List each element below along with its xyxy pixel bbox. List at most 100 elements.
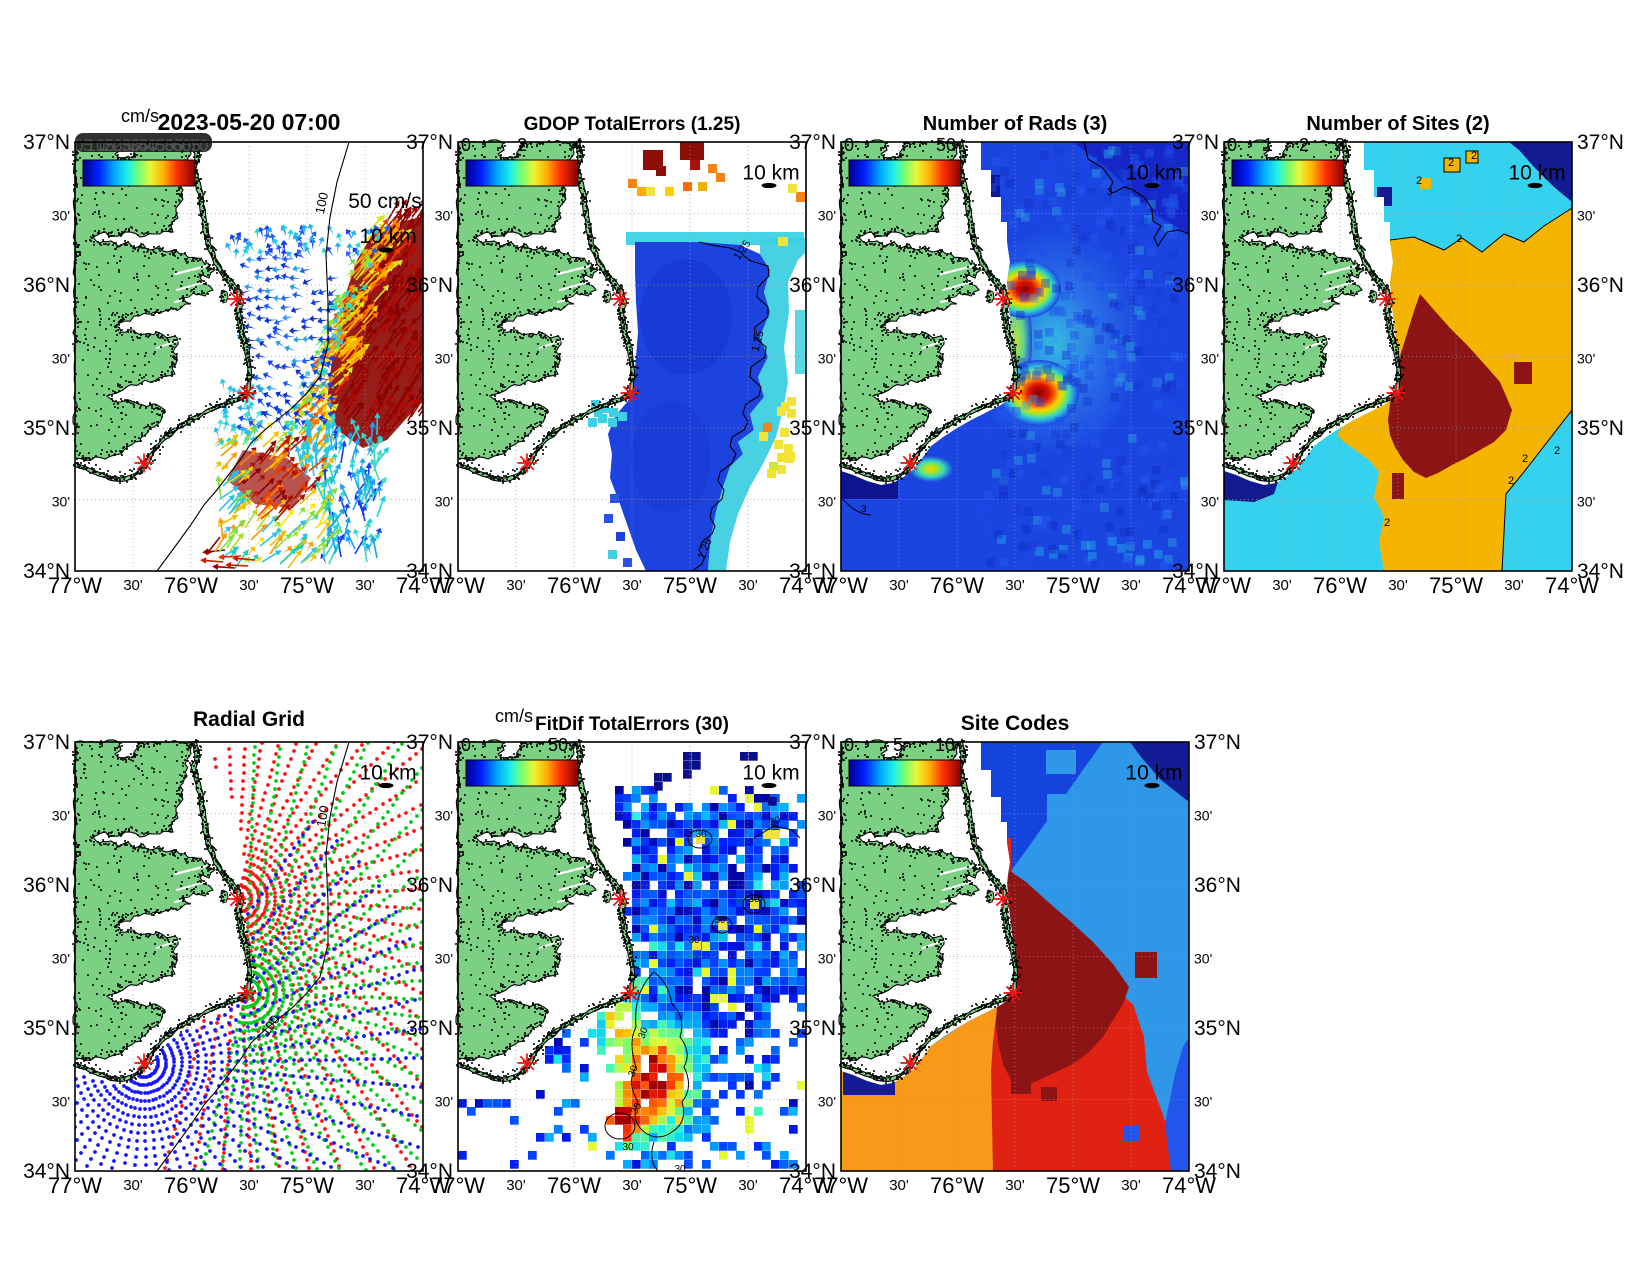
svg-text:36°N: 36°N — [1194, 874, 1241, 897]
svg-text:77°W: 77°W — [814, 573, 868, 598]
svg-text:10 km: 10 km — [742, 162, 799, 185]
svg-text:30': 30' — [435, 208, 453, 224]
svg-text:30': 30' — [52, 351, 70, 367]
svg-text:36°N: 36°N — [789, 874, 836, 897]
svg-text:GDOP TotalErrors (1.25): GDOP TotalErrors (1.25) — [524, 114, 741, 135]
svg-text:2: 2 — [1384, 517, 1390, 529]
svg-text:10 km: 10 km — [1125, 162, 1182, 185]
svg-text:34°N: 34°N — [23, 1160, 70, 1183]
svg-text:75°W: 75°W — [1046, 1173, 1100, 1198]
svg-text:0: 0 — [844, 735, 854, 755]
svg-text:10: 10 — [87, 136, 106, 155]
svg-text:0: 0 — [461, 735, 471, 755]
svg-text:2: 2 — [1299, 135, 1309, 155]
svg-text:0: 0 — [461, 135, 471, 155]
svg-text:77°W: 77°W — [48, 1173, 102, 1198]
svg-text:74°W: 74°W — [1162, 1173, 1216, 1198]
svg-text:15: 15 — [96, 136, 115, 155]
svg-text:77°W: 77°W — [1197, 573, 1251, 598]
svg-text:30: 30 — [748, 894, 760, 905]
svg-text:30: 30 — [714, 915, 726, 926]
svg-text:30: 30 — [622, 1142, 634, 1153]
svg-text:2023-05-20 07:00: 2023-05-20 07:00 — [158, 109, 341, 135]
svg-text:cm/s: cm/s — [121, 106, 159, 126]
svg-text:30': 30' — [355, 1177, 375, 1194]
svg-text:30': 30' — [818, 208, 836, 224]
svg-text:5: 5 — [893, 735, 903, 755]
svg-text:37°N: 37°N — [23, 131, 70, 154]
svg-text:30': 30' — [1201, 208, 1219, 224]
svg-text:30: 30 — [695, 829, 707, 840]
svg-text:30': 30' — [622, 577, 642, 594]
svg-text:35°N: 35°N — [789, 417, 836, 440]
svg-text:30': 30' — [355, 577, 375, 594]
svg-text:36°N: 36°N — [1577, 274, 1624, 297]
svg-text:37°N: 37°N — [23, 731, 70, 754]
svg-text:25: 25 — [113, 136, 132, 155]
svg-text:50 cm/s: 50 cm/s — [348, 190, 422, 213]
svg-text:75°W: 75°W — [663, 1173, 717, 1198]
svg-text:30': 30' — [818, 808, 836, 824]
svg-text:30': 30' — [738, 1177, 758, 1194]
svg-text:37°N: 37°N — [406, 131, 453, 154]
svg-text:2: 2 — [1554, 445, 1560, 457]
svg-text:37°N: 37°N — [1577, 131, 1624, 154]
svg-text:75°W: 75°W — [1429, 573, 1483, 598]
svg-text:30': 30' — [123, 1177, 143, 1194]
svg-text:30': 30' — [435, 808, 453, 824]
svg-text:Number of Rads (3): Number of Rads (3) — [923, 113, 1107, 135]
svg-text:35°N: 35°N — [406, 1017, 453, 1040]
svg-text:30': 30' — [123, 577, 143, 594]
svg-text:75°W: 75°W — [280, 573, 334, 598]
svg-text:36°N: 36°N — [406, 274, 453, 297]
svg-text:100: 100 — [312, 191, 331, 215]
svg-text:36°N: 36°N — [789, 274, 836, 297]
svg-text:34°N: 34°N — [1577, 560, 1624, 583]
svg-text:2: 2 — [1508, 475, 1514, 487]
svg-text:3: 3 — [1107, 187, 1113, 198]
svg-text:74°W: 74°W — [396, 573, 450, 598]
svg-text:30': 30' — [239, 1177, 259, 1194]
svg-text:1: 1 — [1263, 135, 1273, 155]
svg-text:30': 30' — [239, 577, 259, 594]
svg-text:34°N: 34°N — [789, 560, 836, 583]
svg-text:30: 30 — [674, 1164, 686, 1175]
svg-text:34°N: 34°N — [1172, 560, 1219, 583]
svg-text:30: 30 — [627, 1064, 641, 1079]
svg-text:30': 30' — [1194, 951, 1212, 967]
svg-text:37°N: 37°N — [789, 731, 836, 754]
svg-text:30: 30 — [768, 814, 783, 828]
svg-text:30': 30' — [622, 1177, 642, 1194]
svg-text:30': 30' — [435, 1094, 453, 1110]
svg-text:10 km: 10 km — [1508, 162, 1565, 185]
svg-text:76°W: 76°W — [930, 573, 984, 598]
svg-text:34°N: 34°N — [23, 560, 70, 583]
svg-text:30: 30 — [637, 1026, 651, 1041]
svg-text:10 km: 10 km — [359, 225, 416, 248]
svg-text:2: 2 — [1416, 175, 1422, 187]
svg-text:36°N: 36°N — [23, 874, 70, 897]
svg-text:5: 5 — [83, 136, 92, 155]
svg-text:20: 20 — [104, 136, 123, 155]
svg-text:30': 30' — [818, 951, 836, 967]
svg-text:FitDif TotalErrors (30): FitDif TotalErrors (30) — [535, 714, 729, 735]
svg-text:30': 30' — [1121, 1177, 1141, 1194]
svg-text:2: 2 — [1448, 157, 1454, 169]
svg-text:35°N: 35°N — [1577, 417, 1624, 440]
svg-text:30': 30' — [52, 1094, 70, 1110]
svg-text:35°N: 35°N — [1172, 417, 1219, 440]
svg-text:30': 30' — [1388, 577, 1408, 594]
svg-text:3: 3 — [861, 504, 867, 515]
svg-text:30': 30' — [1005, 577, 1025, 594]
svg-text:74°W: 74°W — [779, 573, 833, 598]
svg-text:2: 2 — [1471, 150, 1477, 162]
svg-text:35: 35 — [130, 136, 149, 155]
svg-text:10 km: 10 km — [742, 762, 799, 785]
svg-text:75°W: 75°W — [1046, 573, 1100, 598]
svg-text:cm/s: cm/s — [495, 706, 533, 726]
svg-text:30': 30' — [1272, 577, 1292, 594]
svg-text:37°N: 37°N — [406, 731, 453, 754]
svg-text:30': 30' — [1194, 808, 1212, 824]
svg-text:Radial Grid: Radial Grid — [193, 708, 305, 731]
svg-text:30': 30' — [506, 577, 526, 594]
